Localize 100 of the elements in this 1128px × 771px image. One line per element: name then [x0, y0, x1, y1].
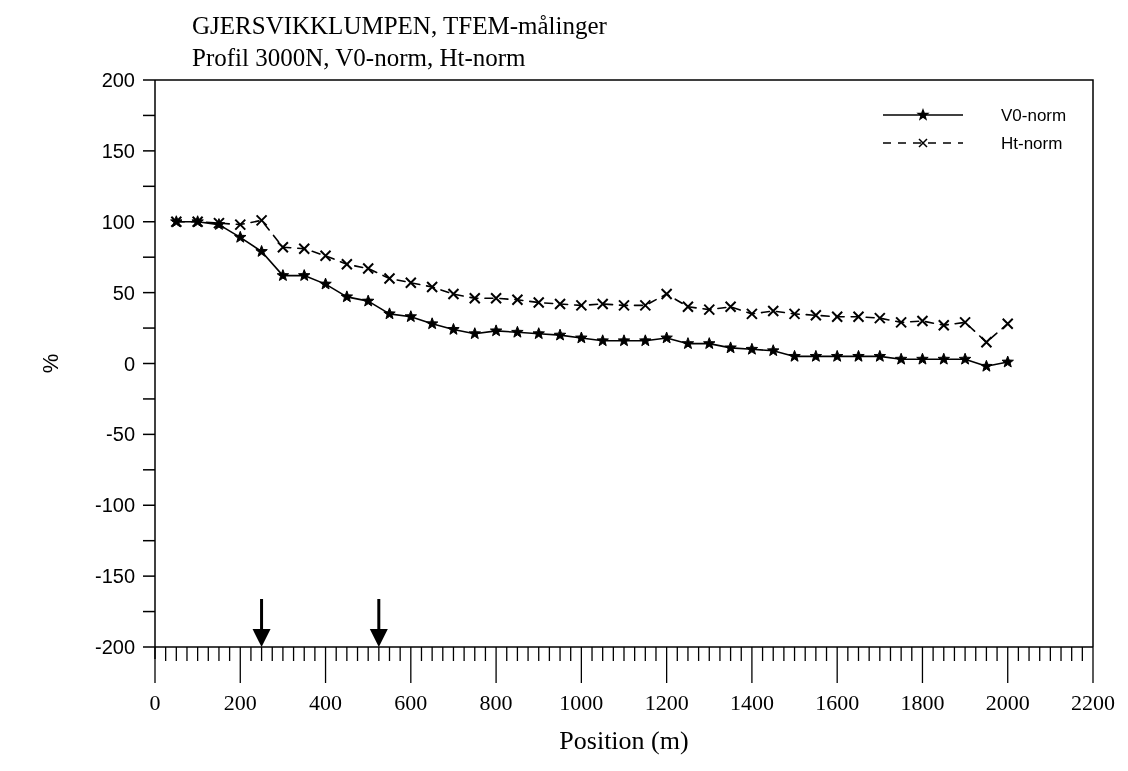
- point: [276, 241, 289, 254]
- point: [1001, 317, 1014, 330]
- point: [916, 352, 929, 365]
- point: [319, 249, 332, 262]
- point: [554, 297, 567, 310]
- x-tick-label: 1400: [729, 690, 774, 715]
- point: [447, 322, 460, 335]
- point: [745, 307, 758, 320]
- chart-subtitle: Profil 3000N, V0-norm, Ht-norm: [192, 44, 527, 71]
- y-tick-label: 100: [101, 210, 135, 233]
- point: [255, 245, 268, 257]
- x-tick-label: 2200: [1071, 690, 1115, 715]
- point: [532, 296, 545, 309]
- point: [895, 316, 908, 329]
- point: [468, 327, 481, 340]
- point: [404, 310, 418, 323]
- x-tick-label: 1200: [644, 690, 689, 715]
- point: [617, 334, 631, 347]
- point: [532, 327, 545, 340]
- y-tick-label: -200: [94, 636, 135, 658]
- point: [831, 310, 844, 323]
- x-tick-label: 1800: [900, 690, 945, 715]
- point: [809, 309, 822, 322]
- y-tick-label: -150: [94, 565, 135, 588]
- x-tick-label: 400: [309, 690, 343, 715]
- x-tick-label: 1000: [559, 690, 604, 715]
- point: [511, 325, 524, 338]
- point: [575, 331, 588, 344]
- point: [703, 303, 716, 316]
- x-tick-label: 200: [223, 690, 257, 715]
- point: [767, 305, 780, 318]
- point: [767, 344, 780, 357]
- x-axis-title: Position (m): [559, 726, 689, 755]
- y-tick-label: 50: [112, 281, 135, 304]
- point: [447, 288, 460, 301]
- y-tick-label: -100: [94, 494, 135, 517]
- point: [319, 277, 332, 290]
- point: [639, 334, 652, 347]
- point: [340, 290, 354, 303]
- point: [873, 349, 887, 362]
- point: [980, 359, 993, 372]
- point: [276, 269, 290, 281]
- point: [298, 242, 311, 255]
- point: [340, 258, 353, 271]
- x-tick-label: 600: [394, 690, 428, 715]
- point: [894, 352, 908, 365]
- point: [1001, 355, 1014, 368]
- point: [660, 331, 673, 344]
- point: [809, 349, 823, 362]
- point: [660, 288, 673, 301]
- point: [553, 328, 567, 341]
- point: [511, 293, 524, 306]
- point: [937, 352, 950, 365]
- x-tick-label: 2000: [985, 690, 1030, 715]
- point: [361, 294, 375, 307]
- point: [852, 349, 865, 362]
- x-tick-label: 0: [149, 690, 161, 715]
- point: [490, 292, 503, 305]
- point: [788, 349, 801, 362]
- point: [618, 299, 630, 312]
- point: [830, 349, 844, 362]
- point: [681, 300, 694, 313]
- point: [383, 307, 396, 320]
- legend-label: V0-norm: [1001, 105, 1067, 125]
- point: [724, 341, 737, 354]
- point: [596, 297, 609, 310]
- point: [916, 314, 929, 327]
- point: [980, 336, 993, 349]
- point: [575, 299, 588, 312]
- point: [873, 312, 886, 325]
- point: [745, 342, 759, 355]
- y-tick-label: -50: [106, 423, 135, 446]
- y-tick-label: 150: [101, 139, 135, 162]
- y-tick-label: 200: [101, 69, 135, 91]
- point: [425, 317, 439, 330]
- point: [852, 310, 865, 323]
- point: [703, 337, 716, 349]
- point: [362, 262, 375, 275]
- point: [489, 324, 503, 337]
- point: [681, 337, 695, 349]
- point: [404, 276, 417, 289]
- point: [234, 230, 247, 243]
- point: [937, 319, 950, 332]
- y-axis-title: %: [38, 353, 63, 374]
- point: [468, 292, 481, 305]
- point: [383, 272, 396, 285]
- legend-label: Ht-norm: [1001, 133, 1063, 153]
- point: [298, 269, 311, 281]
- point: [724, 300, 737, 313]
- y-tick-label: 0: [123, 352, 135, 375]
- point: [234, 218, 247, 231]
- point: [788, 307, 801, 320]
- point: [639, 299, 652, 312]
- x-tick-label: 800: [479, 690, 513, 715]
- chart-title: GJERSVIKKLUMPEN, TFEM-målinger: [192, 12, 608, 39]
- point: [255, 214, 268, 227]
- point: [958, 352, 972, 365]
- x-tick-label: 1600: [815, 690, 860, 715]
- point: [426, 280, 439, 293]
- point: [959, 316, 972, 329]
